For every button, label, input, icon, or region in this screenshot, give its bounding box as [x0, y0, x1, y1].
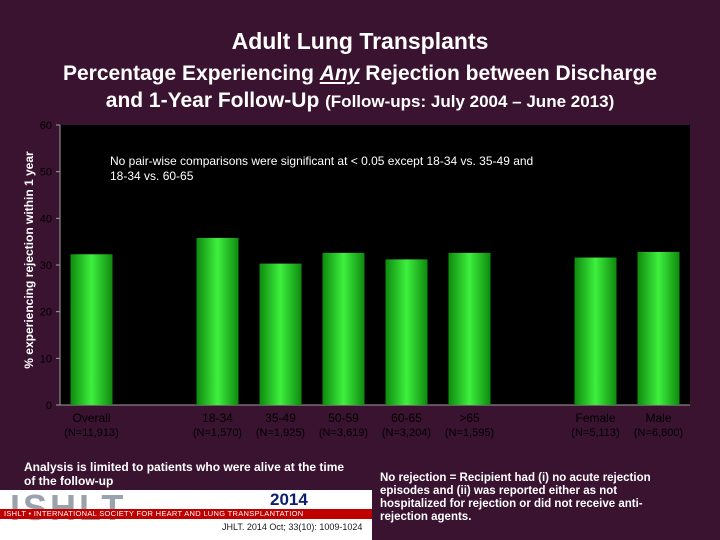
subtitle-pre: Percentage Experiencing [62, 62, 320, 85]
page-title: Adult Lung Transplants [231, 28, 489, 54]
bar-Male [637, 251, 680, 405]
x-tick-label: 50-59 [328, 411, 359, 425]
bar-35-49 [259, 263, 302, 405]
x-tick-label: Male [645, 411, 671, 425]
x-tick-label: Overall [72, 411, 110, 425]
journal-reference: JHLT. 2014 Oct; 33(10): 1009-1024 [222, 522, 363, 532]
logo-strip-text: ISHLT • INTERNATIONAL SOCIETY FOR HEART … [4, 509, 304, 518]
bar-60-65 [385, 259, 428, 405]
x-tick-n-label: (N=5,113) [571, 427, 619, 439]
x-tick-n-label: (N=1,570) [193, 427, 242, 439]
x-tick-n-label: (N=3,204) [382, 427, 431, 439]
bar-Overall [70, 254, 113, 405]
y-tick-label: 60 [40, 120, 52, 132]
subtitle-line2: and 1-Year Follow-Up [105, 89, 326, 112]
x-tick-n-label: (N=3,619) [319, 427, 368, 439]
y-axis-label: % experiencing rejection within 1 year [22, 151, 36, 369]
x-tick-n-label: (N=1,925) [256, 427, 305, 439]
bar-Female [574, 257, 617, 405]
definition-note: No rejection = Recipient had (i) no acut… [380, 472, 651, 523]
y-tick-label: 10 [40, 353, 52, 365]
subtitle-date-range: (Follow-ups: July 2004 – June 2013) [325, 92, 615, 111]
x-tick-n-label: (N=1,595) [445, 427, 494, 439]
x-tick-label: >65 [459, 411, 480, 425]
x-tick-label: 60-65 [391, 411, 422, 425]
logo-strip: ISHLT • INTERNATIONAL SOCIETY FOR HEART … [0, 509, 372, 519]
y-tick-label: 0 [46, 400, 52, 412]
bar-18-34 [196, 237, 239, 405]
x-tick-label: 35-49 [265, 411, 296, 425]
subtitle-emphasis: Any [319, 62, 360, 85]
y-tick-label: 20 [40, 307, 52, 319]
bar-50-59 [322, 252, 365, 405]
y-tick-label: 40 [40, 213, 52, 225]
chart-annotation: 18-34 vs. 60-65 [110, 169, 194, 183]
x-tick-label: Female [575, 411, 615, 425]
y-tick-label: 30 [40, 260, 52, 272]
bar->65 [448, 252, 491, 405]
y-tick-label: 50 [40, 167, 52, 179]
logo-text: ISHLT [10, 487, 127, 528]
chart-annotation: No pair-wise comparisons were significan… [110, 154, 533, 168]
subtitle-post: Rejection between Discharge [359, 62, 658, 85]
page-subtitle: Percentage Experiencing Any Rejection be… [10, 60, 710, 115]
analysis-note: Analysis is limited to patients who were… [24, 460, 345, 488]
logo-year: 2014 [270, 490, 308, 509]
x-tick-n-label: (N=6,800) [634, 427, 683, 439]
x-tick-n-label: (N=11,913) [64, 427, 119, 439]
x-tick-label: 18-34 [202, 411, 233, 425]
